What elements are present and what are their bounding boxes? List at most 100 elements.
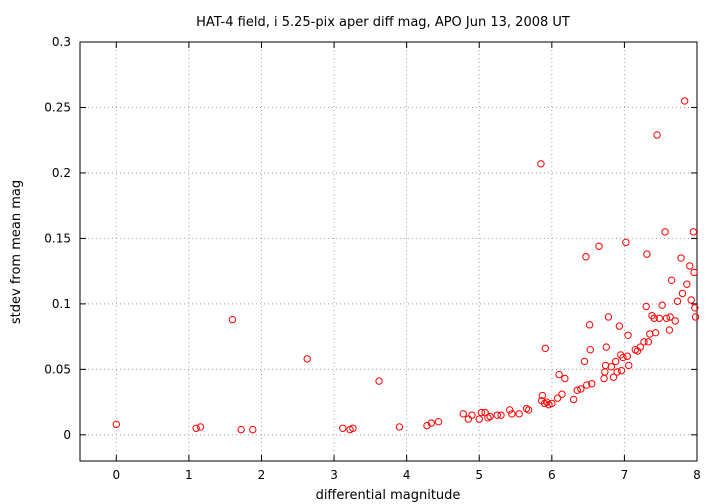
data-point (508, 410, 516, 418)
grid (80, 41, 698, 461)
data-point (604, 313, 613, 321)
x-tick-label: 8 (693, 468, 701, 482)
data-point (624, 331, 632, 339)
data-point (486, 412, 494, 421)
data-point (678, 289, 687, 298)
data-point (537, 160, 545, 168)
data-point (625, 361, 633, 370)
data-point (192, 424, 200, 432)
x-tick-label: 5 (475, 468, 483, 482)
data-point (228, 315, 237, 324)
data-point (524, 406, 533, 414)
data-point (349, 424, 357, 432)
data-point (691, 304, 699, 312)
data-point (434, 418, 443, 426)
data-point (643, 250, 651, 258)
x-tick-label: 2 (258, 468, 266, 482)
data-point (196, 423, 205, 431)
data-point (666, 313, 674, 321)
data-point (375, 377, 383, 385)
data-point (644, 338, 653, 346)
data-point (569, 395, 578, 404)
y-tick-labels: 0 0.05 0.1 0.15 0.2 0.25 0.3 (44, 35, 71, 442)
data-point (497, 411, 505, 419)
data-point (673, 297, 682, 305)
data-point (642, 302, 650, 311)
data-point (655, 314, 663, 322)
x-tick-label: 0 (112, 468, 120, 482)
data-point (588, 380, 596, 388)
data-point (475, 415, 483, 423)
data-point (687, 296, 695, 304)
data-point (683, 280, 691, 288)
x-tick-label: 3 (330, 468, 338, 482)
data-point (677, 254, 685, 262)
data-point (607, 363, 616, 371)
y-tick-label: 0 (63, 428, 71, 442)
data-points (112, 97, 700, 434)
data-point (665, 326, 674, 334)
x-tick-labels: 0 1 2 3 4 5 6 7 8 (112, 468, 700, 482)
data-point (573, 386, 581, 394)
x-axis-title: differential magnitude (316, 488, 461, 503)
y-tick-label: 0.15 (44, 231, 71, 245)
y-tick-label: 0.05 (44, 362, 71, 376)
data-point (680, 97, 689, 105)
data-point (585, 321, 594, 329)
data-point (459, 410, 467, 418)
data-point (303, 355, 311, 363)
y-tick-label: 0.25 (44, 100, 71, 114)
data-point (613, 368, 621, 376)
data-point (667, 276, 676, 285)
data-point (661, 228, 669, 236)
data-point (602, 343, 610, 351)
data-point (112, 420, 120, 429)
data-point (650, 314, 658, 322)
x-tick-label: 1 (185, 468, 193, 482)
data-point (580, 357, 589, 366)
chart-title: HAT-4 field, i 5.25-pix aper diff mag, A… (196, 15, 570, 30)
data-point (427, 419, 436, 427)
data-point (555, 370, 563, 379)
data-point (237, 425, 245, 434)
data-point (609, 373, 618, 381)
data-point (595, 242, 603, 250)
y-tick-label: 0.3 (52, 35, 71, 49)
data-point (600, 374, 608, 383)
y-tick-label: 0.1 (52, 297, 71, 311)
data-point (615, 322, 624, 330)
data-point (538, 391, 547, 400)
data-point (671, 317, 679, 325)
data-point (586, 346, 594, 354)
y-axis-title: stdev from mean mag (9, 180, 24, 324)
data-point (617, 366, 626, 375)
data-point (658, 301, 666, 309)
data-point (558, 390, 566, 398)
data-point (493, 411, 502, 419)
data-point (691, 313, 700, 321)
data-point (548, 399, 556, 408)
x-tick-label: 4 (403, 468, 411, 482)
x-tick-label: 6 (548, 468, 556, 482)
plot-frame (79, 41, 698, 462)
data-point (515, 410, 523, 418)
data-point (464, 415, 473, 423)
axis-ticks (80, 41, 698, 461)
data-point (690, 268, 698, 277)
data-point (651, 328, 660, 337)
data-point (561, 374, 569, 383)
data-point (612, 357, 620, 366)
data-point (623, 352, 632, 360)
data-point (640, 338, 648, 346)
data-point (636, 343, 645, 351)
data-point (619, 353, 627, 362)
data-point (653, 131, 661, 139)
data-point (553, 394, 562, 402)
data-point (582, 253, 590, 261)
data-point (506, 406, 514, 414)
data-point (339, 424, 347, 432)
data-point (662, 314, 671, 322)
data-point (622, 238, 630, 247)
data-point (468, 411, 476, 419)
